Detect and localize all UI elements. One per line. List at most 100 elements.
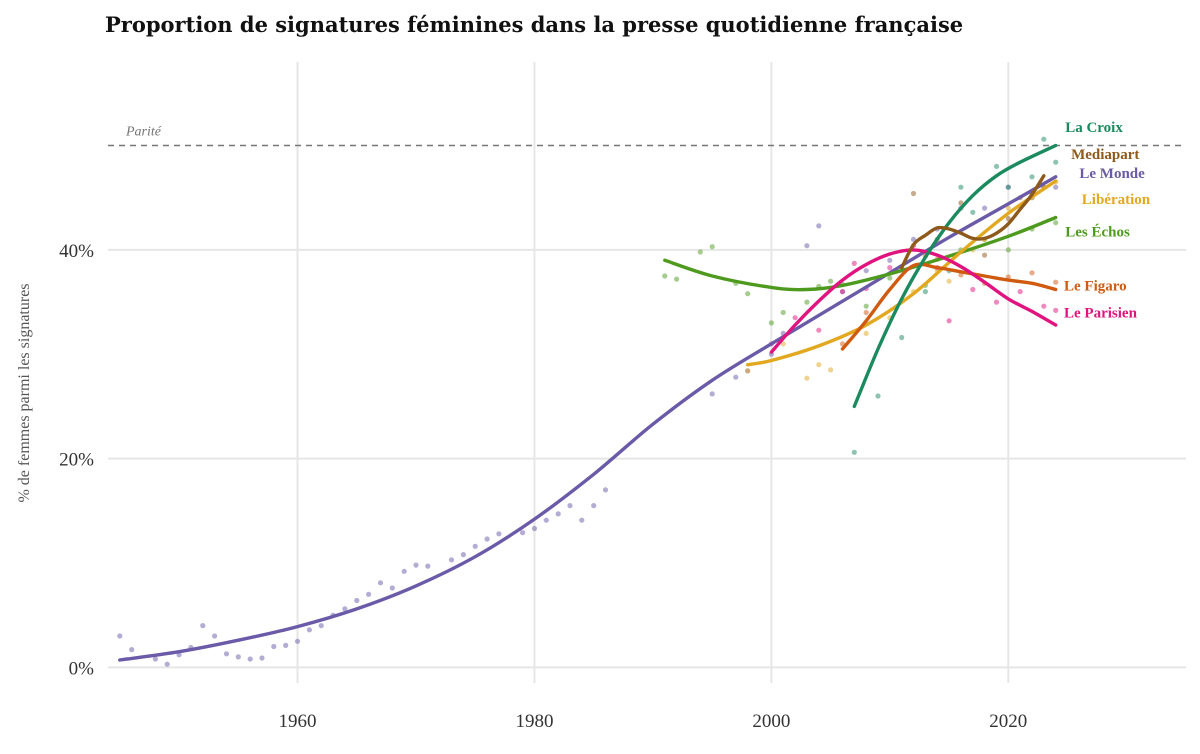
point-le-monde-48 <box>887 257 893 263</box>
point-le-monde-55 <box>1053 184 1059 190</box>
x-tick-1960: 1960 <box>279 711 317 732</box>
label-mediapart: Mediapart <box>1071 147 1139 163</box>
curve-liberation <box>746 179 1058 367</box>
point-les-echos-12 <box>863 303 869 309</box>
point-liberation-1 <box>780 341 786 347</box>
point-la-croix-6 <box>970 209 976 215</box>
point-les-echos-2 <box>697 249 703 255</box>
point-le-monde-24 <box>413 562 419 568</box>
curve-le-parisien <box>769 248 1058 354</box>
point-le-monde-28 <box>472 543 478 549</box>
parity-reference: Parité <box>108 124 1186 147</box>
label-la-croix: La Croix <box>1065 120 1123 136</box>
point-la-croix-7 <box>993 163 1000 169</box>
point-la-croix-11 <box>1053 159 1059 165</box>
y-axis-label: % de femmes parmi les signatures <box>16 283 33 502</box>
point-le-parisien-14 <box>1053 307 1059 313</box>
point-liberation-9 <box>946 278 952 284</box>
point-le-monde-39 <box>709 391 715 397</box>
point-le-monde-31 <box>520 530 526 536</box>
point-liberation-3 <box>816 362 822 368</box>
point-liberation-12 <box>1005 205 1011 211</box>
point-le-monde-34 <box>555 511 561 517</box>
y-tick-0: 0% <box>69 658 95 679</box>
curve-le-monde <box>118 175 1058 662</box>
point-le-monde-8 <box>223 651 230 657</box>
point-le-parisien-9 <box>946 318 952 324</box>
y-tick-40: 40% <box>59 241 94 262</box>
point-le-parisien-11 <box>993 299 1000 305</box>
parity-label: Parité <box>125 124 162 139</box>
point-mediapart-2 <box>958 200 964 206</box>
point-la-croix-8 <box>1005 184 1011 190</box>
point-les-echos-5 <box>745 291 751 297</box>
point-le-monde-26 <box>448 557 455 563</box>
point-le-monde-6 <box>200 623 206 629</box>
point-le-monde-36 <box>579 517 585 523</box>
point-le-monde-3 <box>164 661 170 667</box>
label-liberation: Libération <box>1082 192 1151 208</box>
point-le-parisien-3 <box>839 289 846 295</box>
point-le-parisien-1 <box>792 315 798 321</box>
series-labels: Le Monde Les Échos Libération Le Figaro Le P… <box>1064 120 1151 322</box>
curve-le-figaro <box>840 262 1058 351</box>
point-le-monde-27 <box>460 552 466 558</box>
point-le-monde-2 <box>152 656 158 662</box>
curve-mediapart <box>900 174 1046 270</box>
point-les-echos-10 <box>828 278 834 284</box>
point-le-parisien-2 <box>816 327 822 333</box>
point-le-monde-25 <box>425 563 431 569</box>
point-le-figaro-8 <box>1029 270 1035 276</box>
point-les-echos-13 <box>887 275 893 281</box>
point-le-monde-44 <box>804 243 810 249</box>
point-le-monde-11 <box>259 655 265 661</box>
point-liberation-5 <box>863 330 869 336</box>
point-le-monde-32 <box>531 525 538 532</box>
point-le-monde-14 <box>294 638 301 644</box>
trend-curves <box>118 143 1058 662</box>
point-le-monde-15 <box>306 627 312 633</box>
x-tick-2000: 2000 <box>752 711 790 732</box>
point-le-monde-23 <box>401 568 407 574</box>
point-le-parisien-4 <box>851 260 857 266</box>
point-les-echos-19 <box>1053 220 1059 226</box>
point-le-monde-35 <box>567 503 573 509</box>
point-le-monde-12 <box>271 643 277 650</box>
point-le-monde-0 <box>117 633 123 639</box>
x-tick-2020: 2020 <box>989 711 1027 732</box>
label-le-parisien: Le Parisien <box>1064 306 1138 322</box>
point-les-echos-17 <box>1005 247 1011 253</box>
point-liberation-2 <box>804 375 810 381</box>
point-le-monde-33 <box>543 517 549 523</box>
curve-la-croix <box>852 143 1058 409</box>
point-les-echos-0 <box>662 273 668 279</box>
point-le-monde-16 <box>318 623 324 629</box>
y-tick-20: 20% <box>59 450 94 471</box>
point-le-parisien-10 <box>970 286 976 293</box>
point-le-monde-10 <box>247 656 253 662</box>
point-les-echos-1 <box>674 276 680 282</box>
point-le-parisien-6 <box>887 265 893 271</box>
gridlines <box>108 62 1186 683</box>
point-la-croix-9 <box>1029 174 1035 180</box>
point-le-monde-7 <box>212 633 218 639</box>
label-les-echos: Les Échos <box>1065 223 1130 240</box>
point-le-monde-1 <box>129 647 135 653</box>
point-les-echos-7 <box>780 309 786 316</box>
point-le-monde-38 <box>602 487 609 493</box>
point-les-echos-8 <box>804 299 810 305</box>
point-le-parisien-12 <box>1017 289 1023 295</box>
point-le-monde-20 <box>366 591 372 597</box>
y-axis-ticks: 0% 20% 40% <box>59 241 94 679</box>
point-le-monde-45 <box>816 223 822 229</box>
point-liberation-0 <box>745 368 751 374</box>
point-la-croix-3 <box>922 289 929 295</box>
point-la-croix-5 <box>958 184 964 190</box>
data-points <box>117 136 1059 667</box>
point-le-monde-18 <box>342 606 348 612</box>
x-axis-ticks: 1960 1980 2000 2020 <box>279 711 1028 732</box>
x-tick-1980: 1980 <box>515 711 553 732</box>
label-le-figaro: Le Figaro <box>1064 279 1127 295</box>
point-mediapart-3 <box>982 252 988 258</box>
